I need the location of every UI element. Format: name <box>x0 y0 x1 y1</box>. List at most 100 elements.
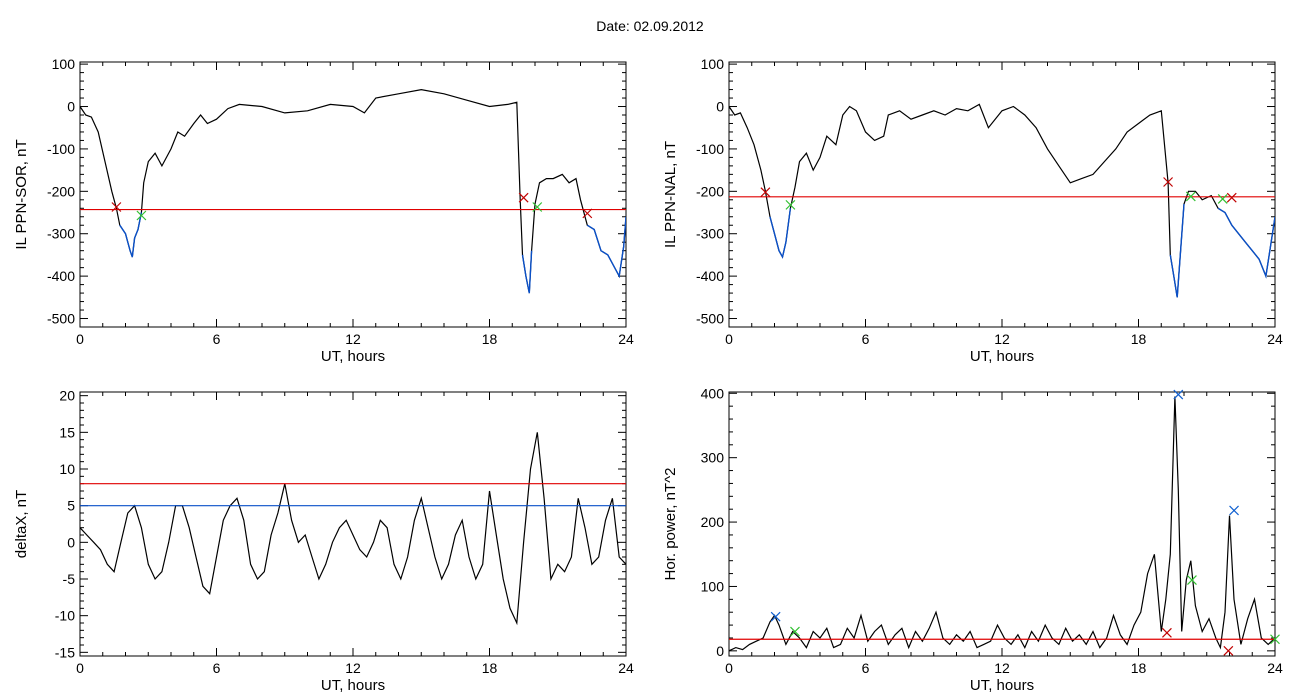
x-marker-stroke <box>760 187 771 198</box>
y-tick-label: 0 <box>67 99 75 115</box>
x-marker-stroke <box>1187 575 1197 585</box>
x-marker-stroke <box>1162 627 1172 638</box>
y-tick-label: 300 <box>701 450 725 466</box>
series-line <box>729 103 1275 298</box>
x-tick-label: 6 <box>213 660 221 676</box>
x-tick-label: 6 <box>862 660 870 676</box>
x-marker-red <box>518 192 529 203</box>
y-tick-label: 200 <box>701 514 725 530</box>
x-marker-stroke <box>111 202 122 212</box>
y-axis-label: IL PPN-NAL, nT <box>662 141 679 248</box>
x-tick-label: 12 <box>994 660 1010 676</box>
x-tick-label: 12 <box>345 660 361 676</box>
x-marker-red <box>582 208 593 219</box>
x-tick-label: 24 <box>1267 660 1283 676</box>
series-below-threshold <box>586 216 626 279</box>
x-tick-label: 12 <box>994 331 1010 347</box>
x-marker-red <box>111 202 122 212</box>
y-axis-label: Hor. power, nT^2 <box>662 468 679 581</box>
y-axis-label: IL PPN-SOR, nT <box>13 139 30 249</box>
y-tick-label: -500 <box>696 311 724 327</box>
plot-frame <box>79 61 627 328</box>
x-marker-red <box>1226 192 1237 203</box>
x-marker-red <box>1163 177 1173 187</box>
plot-frame <box>728 391 1276 657</box>
x-tick-label: 0 <box>76 331 84 347</box>
x-marker-stroke <box>582 208 593 219</box>
x-tick-label: 18 <box>482 331 498 347</box>
x-marker-stroke <box>1270 634 1280 645</box>
x-marker-red <box>1162 627 1172 638</box>
series-below-threshold <box>119 212 143 258</box>
y-tick-label: 10 <box>59 461 75 477</box>
x-marker-green <box>1185 191 1196 202</box>
series-line <box>729 396 1275 652</box>
plot-frame <box>79 391 627 657</box>
y-tick-label: -15 <box>55 644 75 660</box>
x-marker-stroke <box>136 210 147 221</box>
y-tick-label: 0 <box>67 534 75 550</box>
figure-title: Date: 02.09.2012 <box>596 18 704 34</box>
x-tick-label: 0 <box>725 660 733 676</box>
y-tick-label: -200 <box>47 183 75 199</box>
x-marker-stroke <box>1223 645 1234 656</box>
x-tick-label: 18 <box>1131 331 1147 347</box>
plot-data <box>729 103 1275 298</box>
y-tick-label: -5 <box>63 571 76 587</box>
x-marker-green <box>1217 194 1228 204</box>
y-tick-label: -10 <box>55 608 75 624</box>
x-axis-label: UT, hours <box>321 677 385 694</box>
x-tick-label: 0 <box>725 331 733 347</box>
x-marker-stroke <box>790 626 800 637</box>
x-axis-label: UT, hours <box>970 348 1034 365</box>
x-tick-label: 18 <box>1131 660 1147 676</box>
y-tick-label: -300 <box>696 226 724 242</box>
x-marker-green <box>785 199 796 210</box>
series-below-threshold <box>521 250 533 294</box>
x-marker-blue <box>1173 389 1184 400</box>
x-tick-label: 12 <box>345 331 361 347</box>
chart-panel-3: 0 6 12 18 24 20 15 10 5 0 -5 -10 -15 UT, hours deltaX,… <box>13 388 634 694</box>
y-tick-label: 15 <box>59 424 75 440</box>
x-tick-label: 18 <box>482 660 498 676</box>
x-tick-label: 6 <box>213 331 221 347</box>
plot-data <box>80 432 626 626</box>
chart-panel-2: 0 6 12 18 24 100 0 -100 -200 -300 -400 -500 UT, hour… <box>662 56 1283 365</box>
series-line <box>80 88 626 294</box>
x-axis-label: UT, hours <box>970 677 1034 694</box>
y-tick-label: -100 <box>696 141 724 157</box>
plot-data <box>80 88 626 294</box>
x-marker-stroke <box>770 611 781 622</box>
x-marker-stroke <box>1229 505 1239 516</box>
series-below-threshold <box>1217 207 1275 279</box>
x-tick-label: 24 <box>618 660 634 676</box>
x-marker-green <box>790 626 800 637</box>
y-tick-label: 100 <box>52 56 76 72</box>
chart-panel-1: 0 6 12 18 24 100 0 -100 -200 -300 -400 -500 UT, hour… <box>13 56 634 365</box>
y-tick-label: -300 <box>47 226 75 242</box>
series-line <box>80 432 626 626</box>
x-marker-red <box>760 187 771 198</box>
x-marker-green <box>136 210 147 221</box>
series-below-threshold <box>769 208 792 259</box>
x-marker-blue <box>770 611 781 622</box>
y-tick-label: -500 <box>47 311 75 327</box>
x-marker-green <box>532 202 543 212</box>
y-tick-label: -400 <box>47 268 75 284</box>
y-tick-label: 100 <box>701 578 725 594</box>
series-below-threshold <box>1169 203 1185 298</box>
x-axis-label: UT, hours <box>321 348 385 365</box>
x-marker-green <box>1270 634 1280 645</box>
x-tick-label: 6 <box>862 331 870 347</box>
y-tick-label: -100 <box>47 141 75 157</box>
x-marker-stroke <box>785 199 796 210</box>
y-tick-label: 0 <box>716 643 724 659</box>
x-marker-blue <box>1229 505 1239 516</box>
x-marker-stroke <box>1185 191 1196 202</box>
y-axis-label: deltaX, nT <box>13 490 30 558</box>
x-tick-label: 0 <box>76 660 84 676</box>
y-tick-label: 20 <box>59 388 75 404</box>
x-marker-stroke <box>1217 194 1228 204</box>
y-tick-label: 5 <box>67 498 75 514</box>
x-marker-stroke <box>532 202 543 212</box>
